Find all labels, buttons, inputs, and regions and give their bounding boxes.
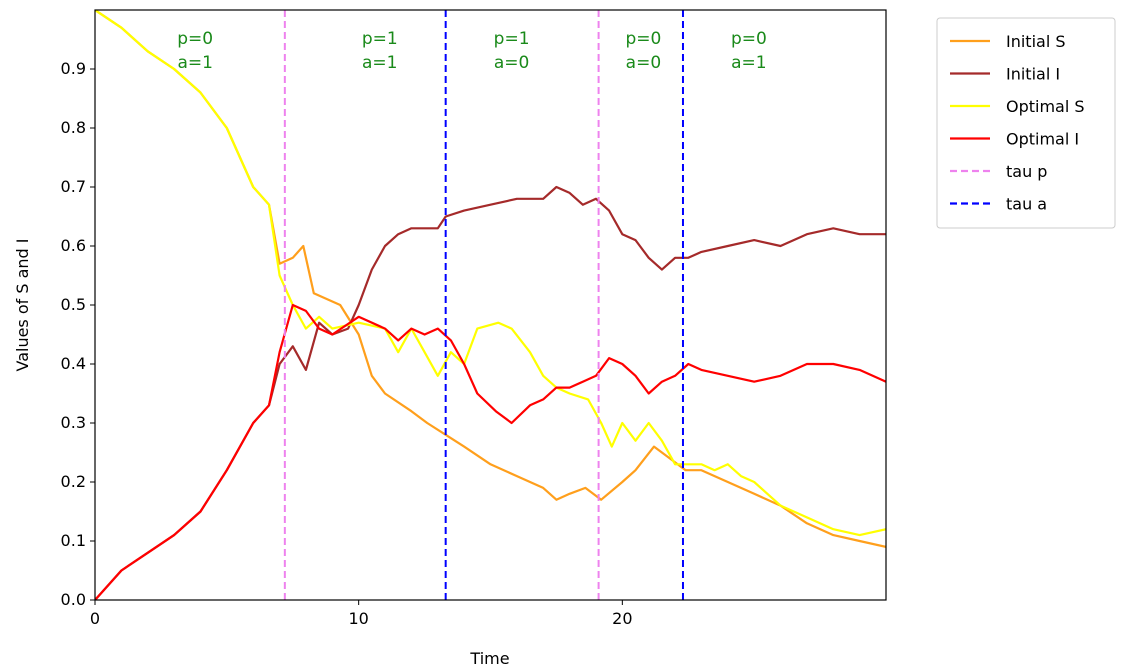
legend-label: tau p — [1006, 162, 1047, 181]
phase-label-3-line-1: p=1 — [494, 29, 530, 49]
y-tick-label: 0.2 — [61, 472, 86, 491]
x-tick-label: 20 — [612, 609, 632, 628]
y-tick-label: 0.3 — [61, 413, 86, 432]
series-line-initial-i — [95, 185, 886, 600]
x-axis-title: Time — [469, 649, 509, 668]
annotation-layer: p=0 a=1 p=1 a=1 p=1 a=0 p=0 a=0 p=0 a=1 — [177, 29, 767, 73]
series-line-initial-s — [95, 10, 886, 548]
phase-label-2-line-1: p=1 — [362, 29, 398, 49]
y-tick-label: 0.0 — [61, 590, 86, 609]
phase-label-2-line-2: a=1 — [362, 53, 397, 73]
series-line-optimal-i — [95, 303, 886, 600]
y-tick-label: 0.6 — [61, 236, 86, 255]
y-tick-label: 0.7 — [61, 177, 86, 196]
phase-label-3-line-2: a=0 — [494, 53, 529, 73]
series-layer — [95, 10, 886, 600]
plot-frame — [94, 9, 887, 601]
y-axis-title: Values of S and I — [13, 238, 32, 371]
x-axis: 0 10 20 — [90, 600, 633, 628]
phase-label-5-line-2: a=1 — [731, 53, 766, 73]
y-tick-label: 0.4 — [61, 354, 86, 373]
legend-box — [936, 17, 1116, 229]
y-tick-label: 0.8 — [61, 118, 86, 137]
y-axis: 0.0 0.1 0.2 0.3 0.4 0.5 0.6 0.7 0.8 0.9 — [61, 59, 95, 609]
legend: Initial S Initial I Optimal S Optimal I tau … — [936, 17, 1116, 229]
y-tick-label: 0.1 — [61, 531, 86, 550]
legend-label: Optimal I — [1006, 130, 1079, 149]
phase-label-4-line-1: p=0 — [625, 29, 661, 49]
vline-layer — [283, 10, 684, 600]
series-line-optimal-s — [95, 10, 886, 537]
legend-label: Optimal S — [1006, 97, 1085, 116]
legend-label: Initial S — [1006, 32, 1066, 51]
x-tick-label: 10 — [348, 609, 368, 628]
x-tick-label: 0 — [90, 609, 100, 628]
phase-label-1-line-2: a=1 — [177, 53, 212, 73]
phase-label-1-line-1: p=0 — [177, 29, 213, 49]
legend-label: Initial I — [1006, 65, 1060, 84]
legend-label: tau a — [1006, 195, 1047, 214]
phase-label-4-line-2: a=0 — [626, 53, 661, 73]
y-tick-label: 0.5 — [61, 295, 86, 314]
phase-label-5-line-1: p=0 — [731, 29, 767, 49]
y-tick-label: 0.9 — [61, 59, 86, 78]
